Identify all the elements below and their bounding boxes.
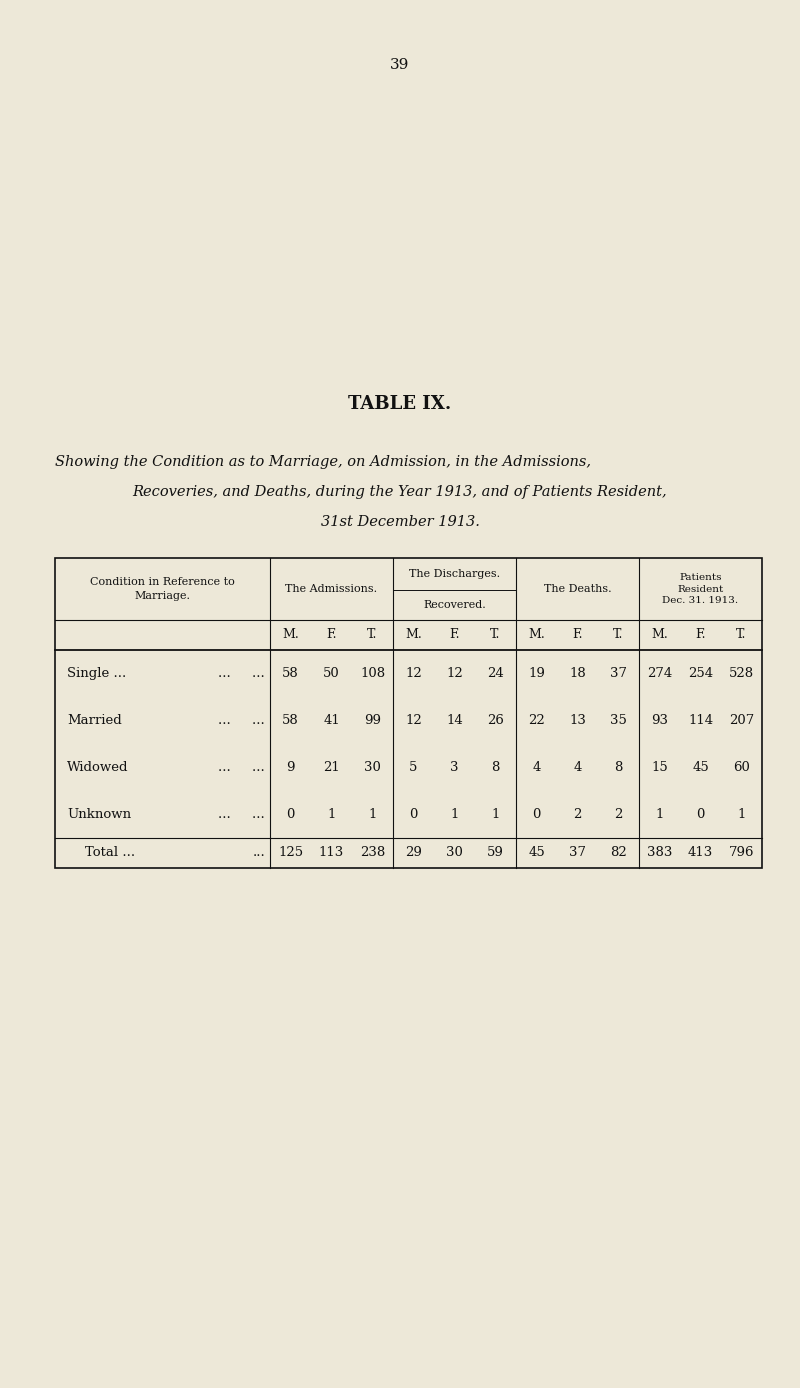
Text: 8: 8 xyxy=(614,761,622,775)
Text: 12: 12 xyxy=(405,713,422,727)
Text: 30: 30 xyxy=(364,761,381,775)
Text: Single ...: Single ... xyxy=(67,668,126,680)
Text: 59: 59 xyxy=(487,847,504,859)
Text: 99: 99 xyxy=(364,713,381,727)
Text: 383: 383 xyxy=(647,847,672,859)
Text: Widowed: Widowed xyxy=(67,761,129,775)
Text: 45: 45 xyxy=(692,761,709,775)
Text: 254: 254 xyxy=(688,668,713,680)
Text: 1: 1 xyxy=(655,808,664,820)
Text: 238: 238 xyxy=(360,847,385,859)
Text: F.: F. xyxy=(326,629,337,641)
Text: M.: M. xyxy=(528,629,545,641)
Text: M.: M. xyxy=(282,629,299,641)
Text: 4: 4 xyxy=(532,761,541,775)
Text: 1: 1 xyxy=(738,808,746,820)
Text: 58: 58 xyxy=(282,668,299,680)
Text: 108: 108 xyxy=(360,668,385,680)
Text: 796: 796 xyxy=(729,847,754,859)
Text: The Deaths.: The Deaths. xyxy=(544,584,611,594)
Text: 37: 37 xyxy=(610,668,627,680)
Text: T.: T. xyxy=(614,629,624,641)
Text: 41: 41 xyxy=(323,713,340,727)
Text: 274: 274 xyxy=(647,668,672,680)
Bar xyxy=(55,558,762,868)
Text: Showing the Condition as to Marriage, on Admission, in the Admissions,: Showing the Condition as to Marriage, on… xyxy=(55,455,591,469)
Text: Total ...: Total ... xyxy=(85,847,135,859)
Text: The Admissions.: The Admissions. xyxy=(286,584,378,594)
Text: 58: 58 xyxy=(282,713,299,727)
Text: 15: 15 xyxy=(651,761,668,775)
Text: 1: 1 xyxy=(368,808,377,820)
Text: 50: 50 xyxy=(323,668,340,680)
Text: 82: 82 xyxy=(610,847,627,859)
Text: F.: F. xyxy=(695,629,706,641)
Text: 31st December 1913.: 31st December 1913. xyxy=(321,515,479,529)
Text: Married: Married xyxy=(67,713,122,727)
Text: 13: 13 xyxy=(569,713,586,727)
Text: T.: T. xyxy=(367,629,378,641)
Text: 9: 9 xyxy=(286,761,294,775)
Text: 12: 12 xyxy=(446,668,463,680)
Text: 113: 113 xyxy=(319,847,344,859)
Text: ...     ...: ... ... xyxy=(218,808,265,820)
Text: M.: M. xyxy=(405,629,422,641)
Text: 24: 24 xyxy=(487,668,504,680)
Text: Patients
Resident
Dec. 31. 1913.: Patients Resident Dec. 31. 1913. xyxy=(662,573,738,605)
Text: 0: 0 xyxy=(696,808,705,820)
Text: ...     ...: ... ... xyxy=(218,668,265,680)
Text: 22: 22 xyxy=(528,713,545,727)
Text: 125: 125 xyxy=(278,847,303,859)
Text: 3: 3 xyxy=(450,761,458,775)
Text: 207: 207 xyxy=(729,713,754,727)
Text: 0: 0 xyxy=(532,808,541,820)
Text: 14: 14 xyxy=(446,713,463,727)
Text: 8: 8 xyxy=(491,761,500,775)
Text: 26: 26 xyxy=(487,713,504,727)
Text: 1: 1 xyxy=(491,808,500,820)
Text: Condition in Reference to
Marriage.: Condition in Reference to Marriage. xyxy=(90,577,235,601)
Text: 45: 45 xyxy=(528,847,545,859)
Text: 19: 19 xyxy=(528,668,545,680)
Text: 39: 39 xyxy=(390,58,410,72)
Text: Recoveries, and Deaths, during the Year 1913, and of Patients Resident,: Recoveries, and Deaths, during the Year … xyxy=(133,484,667,500)
Text: 1: 1 xyxy=(327,808,336,820)
Text: 18: 18 xyxy=(569,668,586,680)
Text: 114: 114 xyxy=(688,713,713,727)
Text: 12: 12 xyxy=(405,668,422,680)
Text: 4: 4 xyxy=(574,761,582,775)
Text: 528: 528 xyxy=(729,668,754,680)
Text: Recovered.: Recovered. xyxy=(423,600,486,611)
Text: 2: 2 xyxy=(614,808,622,820)
Text: ...: ... xyxy=(252,847,265,859)
Text: 35: 35 xyxy=(610,713,627,727)
Text: 2: 2 xyxy=(574,808,582,820)
Text: Unknown: Unknown xyxy=(67,808,131,820)
Text: TABLE IX.: TABLE IX. xyxy=(348,396,452,414)
Text: T.: T. xyxy=(490,629,501,641)
Text: ...     ...: ... ... xyxy=(218,713,265,727)
Text: 29: 29 xyxy=(405,847,422,859)
Text: M.: M. xyxy=(651,629,668,641)
Text: 0: 0 xyxy=(410,808,418,820)
Text: 21: 21 xyxy=(323,761,340,775)
Text: 0: 0 xyxy=(286,808,294,820)
Text: 37: 37 xyxy=(569,847,586,859)
Text: 93: 93 xyxy=(651,713,668,727)
Text: 5: 5 xyxy=(410,761,418,775)
Text: 60: 60 xyxy=(733,761,750,775)
Text: F.: F. xyxy=(572,629,582,641)
Text: ...     ...: ... ... xyxy=(218,761,265,775)
Text: 30: 30 xyxy=(446,847,463,859)
Text: F.: F. xyxy=(450,629,460,641)
Text: The Discharges.: The Discharges. xyxy=(409,569,500,579)
Text: 413: 413 xyxy=(688,847,713,859)
Text: T.: T. xyxy=(736,629,746,641)
Text: 1: 1 xyxy=(450,808,458,820)
